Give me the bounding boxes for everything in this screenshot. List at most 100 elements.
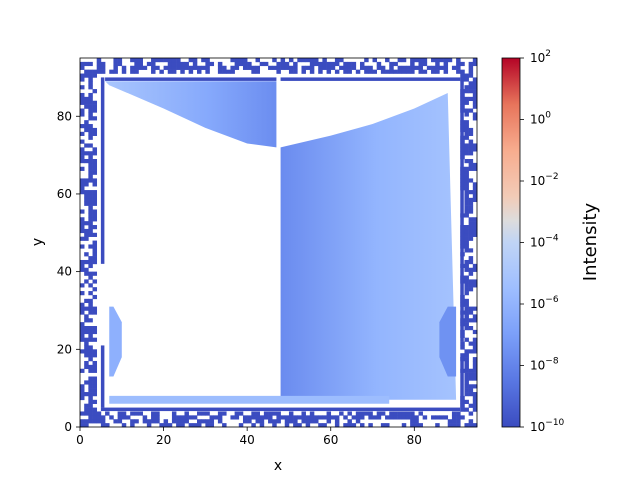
border-cell — [84, 337, 89, 342]
border-cell — [92, 349, 98, 354]
border-cell — [80, 419, 85, 424]
border-cell — [468, 209, 474, 214]
border-cell — [92, 388, 98, 393]
border-cell — [84, 252, 89, 257]
border-cell — [468, 384, 474, 389]
inner-left-lower-wall — [100, 345, 105, 408]
x-tick-label: 20 — [156, 433, 171, 447]
border-cell — [209, 415, 215, 420]
border-cell — [138, 65, 143, 70]
border-cell — [197, 69, 202, 74]
border-cell — [464, 213, 469, 218]
border-cell — [92, 209, 98, 214]
border-cell — [468, 162, 474, 168]
border-cell — [364, 69, 369, 74]
colorbar-tick-label: 10−8 — [530, 357, 559, 373]
border-cell — [251, 65, 256, 70]
border-cell — [92, 193, 98, 199]
border-cell — [92, 329, 98, 335]
border-cell — [80, 244, 85, 249]
border-cell — [293, 61, 298, 67]
border-cell — [284, 415, 290, 420]
heatmap-region-bottom-strip — [109, 395, 390, 404]
border-cell — [284, 419, 290, 424]
border-cell — [389, 411, 394, 416]
border-cell — [305, 419, 311, 424]
border-cell — [334, 61, 340, 67]
border-cell — [92, 306, 98, 311]
border-cell — [117, 415, 123, 420]
border-cell — [280, 61, 286, 67]
border-cell — [472, 283, 478, 288]
border-cell — [92, 248, 98, 253]
border-cell — [234, 65, 240, 70]
border-cell — [88, 302, 93, 307]
border-cell — [284, 423, 290, 428]
border-cell — [397, 65, 403, 70]
border-cell — [84, 419, 89, 424]
border-cell — [92, 151, 98, 156]
border-cell — [405, 65, 411, 70]
border-cell — [167, 58, 173, 63]
border-cell — [472, 104, 478, 109]
border-cell — [84, 120, 89, 125]
border-cell — [88, 77, 93, 82]
border-cell — [92, 182, 98, 187]
border-cell — [205, 419, 210, 424]
border-cell — [276, 411, 281, 416]
border-cell — [468, 166, 474, 171]
border-cell — [201, 411, 206, 416]
border-cell — [276, 419, 281, 424]
border-cell — [80, 131, 85, 136]
border-cell — [460, 73, 465, 78]
border-cell — [88, 310, 93, 315]
border-cell — [464, 158, 469, 164]
border-cell — [92, 380, 98, 385]
border-cell — [84, 104, 89, 109]
border-cell — [155, 58, 160, 63]
border-cell — [272, 419, 277, 424]
border-cell — [88, 190, 93, 195]
border-cell — [88, 380, 93, 385]
border-cell — [117, 419, 123, 424]
border-cell — [180, 61, 185, 67]
border-cell — [171, 65, 177, 70]
border-cell — [468, 232, 474, 237]
inner-left-upper-wall — [100, 77, 105, 264]
border-cell — [472, 263, 478, 269]
border-cell — [92, 89, 98, 94]
border-cell — [464, 283, 469, 288]
border-cell — [88, 100, 93, 105]
colorbar-tick-label: 10−4 — [530, 234, 559, 250]
border-cell — [468, 127, 474, 133]
y-tick-label: 0 — [64, 420, 72, 434]
border-cell — [92, 213, 98, 218]
border-cell — [92, 376, 98, 381]
border-cell — [92, 190, 98, 195]
border-cell — [451, 65, 457, 70]
border-cell — [88, 170, 93, 175]
border-cell — [180, 65, 185, 70]
border-cell — [472, 341, 478, 346]
border-cell — [96, 419, 102, 424]
border-cell — [92, 326, 98, 331]
border-cell — [410, 423, 415, 428]
border-cell — [410, 415, 415, 420]
border-cell — [242, 61, 248, 67]
border-cell — [464, 244, 469, 249]
border-cell — [468, 89, 474, 94]
border-cell — [130, 411, 135, 416]
border-cell — [80, 221, 85, 226]
border-cell — [88, 263, 93, 269]
border-cell — [92, 147, 98, 152]
border-cell — [314, 58, 319, 63]
border-cell — [297, 415, 302, 420]
border-cell — [80, 392, 85, 397]
x-axis: 0 20 40 60 80 — [76, 427, 422, 447]
border-cell — [464, 228, 469, 234]
border-cell — [326, 419, 332, 424]
border-cell — [351, 65, 357, 70]
border-cell — [397, 69, 403, 74]
border-cell — [88, 259, 93, 265]
border-cell — [468, 287, 474, 292]
